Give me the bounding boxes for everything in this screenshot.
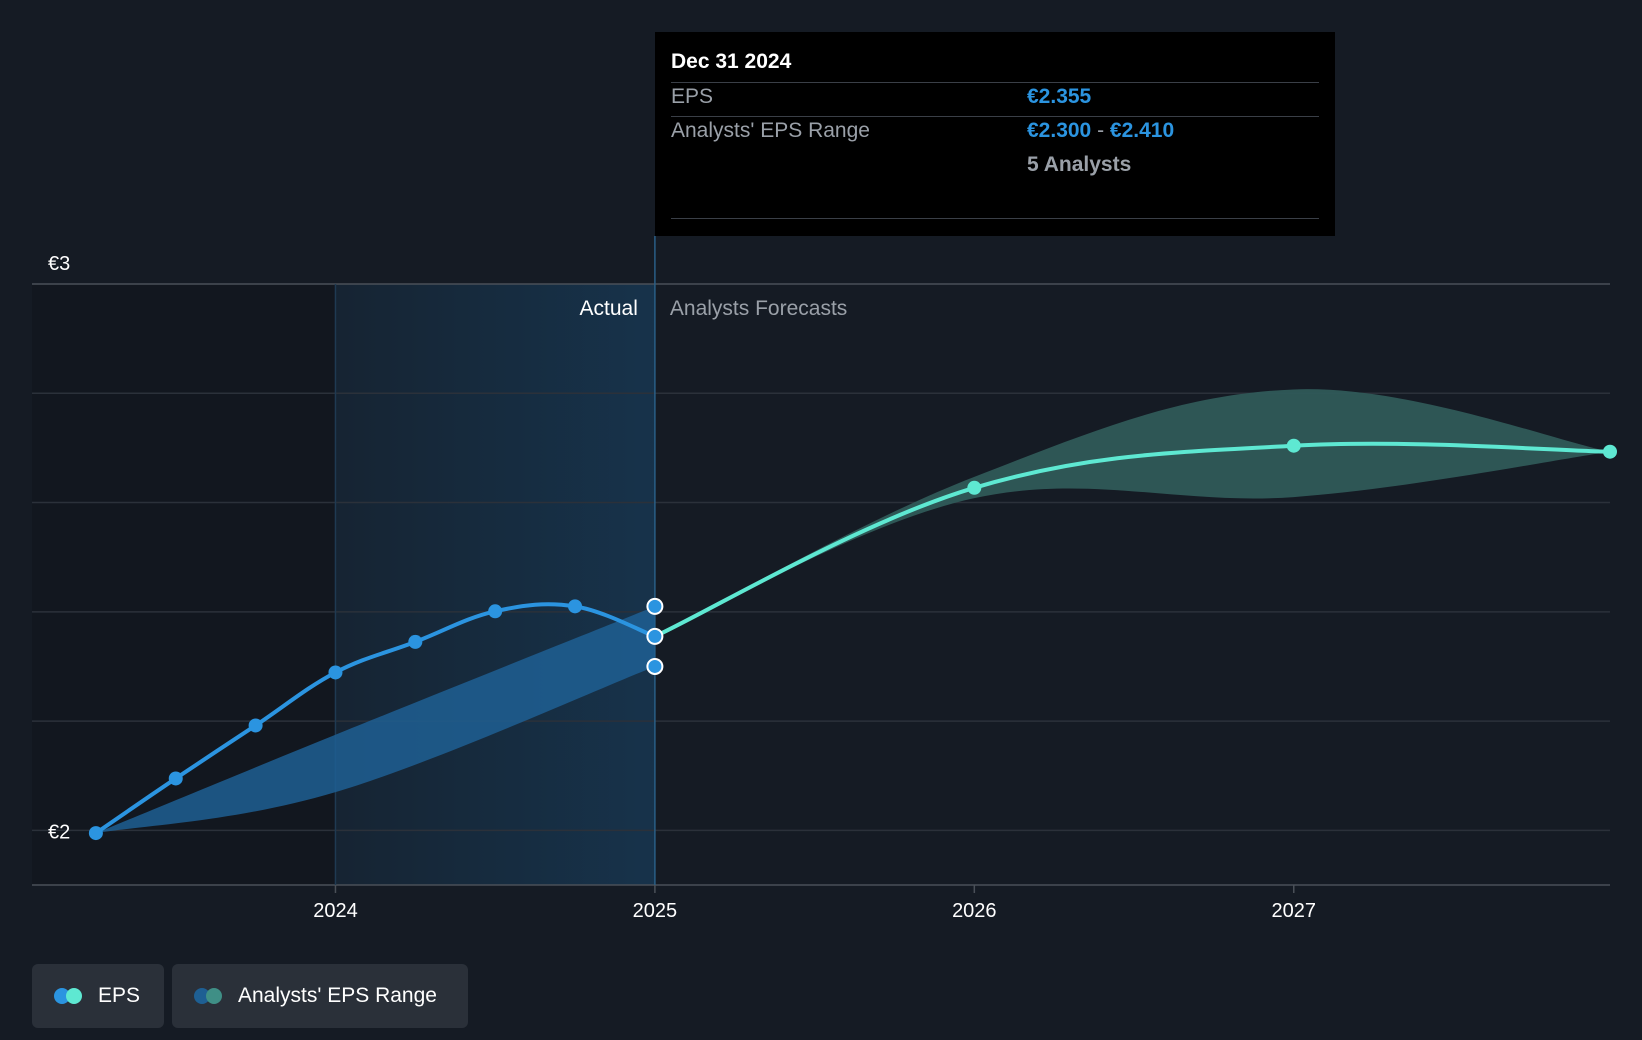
x-tick-label: 2026: [952, 900, 997, 922]
tooltip-date: Dec 31 2024: [671, 50, 792, 73]
legend-item-eps[interactable]: EPS: [32, 964, 164, 1028]
eps-point-forecast: [1286, 438, 1301, 453]
tooltip-divider: [671, 116, 1319, 117]
range-legend-icon: [194, 988, 224, 1004]
eps-line-forecast: [652, 441, 1612, 639]
tooltip-divider: [671, 82, 1319, 83]
eps-point-actual: [488, 604, 503, 619]
legend-eps-label: EPS: [98, 984, 141, 1007]
y-tick-label: €3: [48, 253, 70, 275]
forecast-label: Analysts Forecasts: [670, 297, 847, 320]
actual-highlight-shade: [335, 284, 655, 885]
legend-range-label: Analysts' EPS Range: [238, 984, 437, 1007]
y-tick-label: €2: [48, 821, 70, 843]
tooltip-marker: [646, 627, 664, 645]
eps-point-actual: [408, 634, 423, 649]
eps-point-actual: [248, 718, 263, 733]
x-tick-label: 2027: [1272, 900, 1317, 922]
eps-point-forecast: [1603, 444, 1617, 459]
tooltip-range-low: €2.300: [1027, 119, 1092, 142]
x-tick-label: 2025: [633, 900, 678, 922]
eps-range-band-forecast: [654, 389, 1610, 637]
tooltip-divider: [671, 218, 1319, 219]
tooltip-marker: [646, 597, 664, 615]
eps-point-forecast: [967, 480, 982, 495]
tooltip-marker: [646, 657, 664, 675]
eps-point-actual: [568, 599, 583, 614]
eps-range-band-actual: [95, 606, 655, 834]
eps-line-actual: [93, 602, 657, 836]
eps-point-actual: [168, 771, 183, 786]
tooltip: Dec 31 2024 EPS €2.355 Analysts' EPS Ran…: [655, 32, 1335, 236]
tooltip-eps-value: €2.355: [1027, 85, 1092, 108]
tooltip-range-value: €2.300 - €2.410: [1027, 119, 1174, 143]
tooltip-analyst-count: 5 Analysts: [1027, 153, 1132, 176]
tooltip-eps-label: EPS: [671, 85, 714, 108]
tooltip-range-high: €2.410: [1109, 119, 1175, 142]
legend-item-range[interactable]: Analysts' EPS Range: [172, 964, 468, 1028]
tooltip-range-label: Analysts' EPS Range: [671, 119, 870, 142]
eps-point-actual: [88, 826, 103, 841]
tooltip-range-sep: -: [1097, 119, 1105, 142]
actual-label: Actual: [580, 297, 638, 320]
x-tick-label: 2024: [313, 900, 358, 922]
eps-legend-icon: [54, 988, 84, 1004]
eps-point-actual: [328, 665, 343, 680]
